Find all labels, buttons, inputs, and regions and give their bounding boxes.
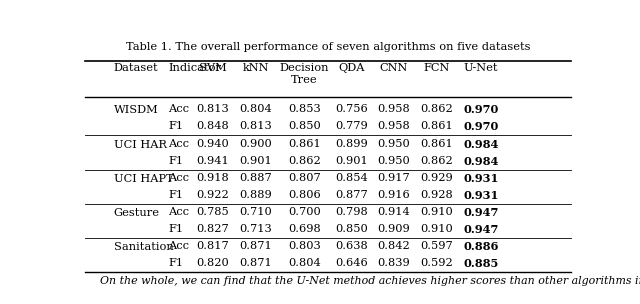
Text: 0.909: 0.909: [377, 224, 410, 234]
Text: 0.984: 0.984: [463, 156, 499, 167]
Text: Acc: Acc: [168, 241, 189, 251]
Text: 0.827: 0.827: [196, 224, 229, 234]
Text: 0.798: 0.798: [335, 207, 368, 217]
Text: 0.947: 0.947: [463, 207, 499, 218]
Text: SVM: SVM: [199, 64, 227, 73]
Text: 0.820: 0.820: [196, 258, 229, 268]
Text: 0.931: 0.931: [463, 173, 499, 184]
Text: 0.700: 0.700: [288, 207, 321, 217]
Text: 0.970: 0.970: [463, 122, 499, 133]
Text: 0.807: 0.807: [288, 173, 321, 183]
Text: QDA: QDA: [339, 64, 365, 73]
Text: 0.916: 0.916: [377, 190, 410, 200]
Text: 0.850: 0.850: [335, 224, 368, 234]
Text: 0.710: 0.710: [240, 207, 273, 217]
Text: 0.842: 0.842: [377, 241, 410, 251]
Text: 0.871: 0.871: [240, 241, 273, 251]
Text: F1: F1: [168, 258, 184, 268]
Text: 0.862: 0.862: [288, 156, 321, 166]
Text: 0.910: 0.910: [420, 224, 452, 234]
Text: 0.887: 0.887: [240, 173, 273, 183]
Text: 0.918: 0.918: [196, 173, 229, 183]
Text: 0.941: 0.941: [196, 156, 229, 166]
Text: 0.817: 0.817: [196, 241, 229, 251]
Text: Sanitation: Sanitation: [114, 242, 173, 252]
Text: 0.984: 0.984: [463, 139, 499, 150]
Text: 0.885: 0.885: [463, 258, 499, 269]
Text: 0.592: 0.592: [420, 258, 452, 268]
Text: 0.785: 0.785: [196, 207, 229, 217]
Text: 0.804: 0.804: [288, 258, 321, 268]
Text: F1: F1: [168, 156, 184, 166]
Text: UCI HAR: UCI HAR: [114, 140, 167, 150]
Text: 0.929: 0.929: [420, 173, 452, 183]
Text: 0.853: 0.853: [288, 104, 321, 114]
Text: 0.779: 0.779: [335, 122, 368, 131]
Text: 0.713: 0.713: [240, 224, 273, 234]
Text: 0.756: 0.756: [335, 104, 368, 114]
Text: 0.848: 0.848: [196, 122, 229, 131]
Text: Decision
Tree: Decision Tree: [280, 64, 329, 85]
Text: 0.861: 0.861: [420, 139, 452, 149]
Text: 0.804: 0.804: [240, 104, 273, 114]
Text: 0.931: 0.931: [463, 190, 499, 201]
Text: kNN: kNN: [243, 64, 269, 73]
Text: 0.917: 0.917: [377, 173, 410, 183]
Text: Gesture: Gesture: [114, 208, 160, 218]
Text: 0.889: 0.889: [240, 190, 273, 200]
Text: Table 1. The overall performance of seven algorithms on five datasets: Table 1. The overall performance of seve…: [125, 42, 531, 52]
Text: 0.862: 0.862: [420, 156, 452, 166]
Text: 0.928: 0.928: [420, 190, 452, 200]
Text: 0.839: 0.839: [377, 258, 410, 268]
Text: 0.854: 0.854: [335, 173, 368, 183]
Text: Dataset: Dataset: [114, 64, 158, 73]
Text: F1: F1: [168, 190, 184, 200]
Text: Indicator: Indicator: [168, 64, 221, 73]
Text: WISDM: WISDM: [114, 105, 159, 115]
Text: 0.877: 0.877: [335, 190, 368, 200]
Text: 0.950: 0.950: [377, 139, 410, 149]
Text: CNN: CNN: [380, 64, 408, 73]
Text: Acc: Acc: [168, 207, 189, 217]
Text: FCN: FCN: [423, 64, 449, 73]
Text: F1: F1: [168, 224, 184, 234]
Text: 0.947: 0.947: [463, 224, 499, 235]
Text: 0.910: 0.910: [420, 207, 452, 217]
Text: UCI HAPT: UCI HAPT: [114, 174, 173, 184]
Text: 0.900: 0.900: [240, 139, 273, 149]
Text: 0.597: 0.597: [420, 241, 452, 251]
Text: 0.646: 0.646: [335, 258, 368, 268]
Text: 0.901: 0.901: [240, 156, 273, 166]
Text: 0.914: 0.914: [377, 207, 410, 217]
Text: 0.813: 0.813: [240, 122, 273, 131]
Text: 0.886: 0.886: [463, 241, 499, 252]
Text: 0.970: 0.970: [463, 104, 499, 115]
Text: 0.950: 0.950: [377, 156, 410, 166]
Text: 0.803: 0.803: [288, 241, 321, 251]
Text: Acc: Acc: [168, 104, 189, 114]
Text: 0.806: 0.806: [288, 190, 321, 200]
Text: Acc: Acc: [168, 173, 189, 183]
Text: 0.922: 0.922: [196, 190, 229, 200]
Text: F1: F1: [168, 122, 184, 131]
Text: 0.861: 0.861: [288, 139, 321, 149]
Text: 0.850: 0.850: [288, 122, 321, 131]
Text: 0.862: 0.862: [420, 104, 452, 114]
Text: 0.901: 0.901: [335, 156, 368, 166]
Text: U-Net: U-Net: [463, 64, 498, 73]
Text: Acc: Acc: [168, 139, 189, 149]
Text: 0.861: 0.861: [420, 122, 452, 131]
Text: 0.813: 0.813: [196, 104, 229, 114]
Text: 0.940: 0.940: [196, 139, 229, 149]
Text: 0.958: 0.958: [377, 104, 410, 114]
Text: On the whole, we can find that the U-Net method achieves higher scores than othe: On the whole, we can find that the U-Net…: [100, 276, 640, 286]
Text: 0.638: 0.638: [335, 241, 368, 251]
Text: 0.958: 0.958: [377, 122, 410, 131]
Text: 0.899: 0.899: [335, 139, 368, 149]
Text: 0.871: 0.871: [240, 258, 273, 268]
Text: 0.698: 0.698: [288, 224, 321, 234]
